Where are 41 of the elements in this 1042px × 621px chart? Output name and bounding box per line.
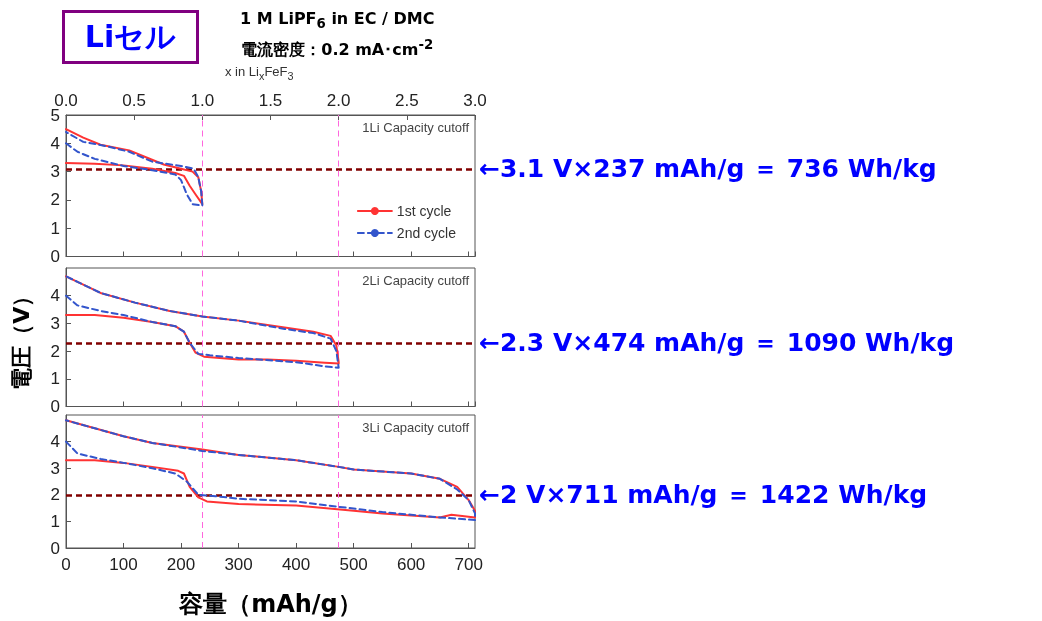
x-tick-label: 200 bbox=[166, 555, 196, 574]
y-tick-label: 0 bbox=[50, 538, 60, 558]
chart-subtitle: 1 M LiPF$_{6}$ in EC / DMC 電流密度：0.2 mA･cm$^{-2}$ bbox=[240, 8, 435, 61]
ref-line-label: ←2.3 V×474 mAh/g ＝ 1090 Wh/kg bbox=[479, 328, 955, 358]
x-tick-label: 700 bbox=[454, 555, 483, 574]
y-tick-label: 3 bbox=[50, 313, 60, 333]
y-tick-label: 0 bbox=[50, 247, 60, 266]
x2-axis-title: x in Li$_{x}$FeF$_{3}$ bbox=[225, 64, 294, 82]
x2-tick-label: 1.5 bbox=[258, 91, 283, 110]
annotation: 2Li Capacity cutoff bbox=[362, 273, 470, 288]
legend-label: 2nd cycle bbox=[396, 225, 457, 241]
x-tick-label: 400 bbox=[281, 555, 311, 574]
y-tick-label: 1 bbox=[50, 218, 60, 238]
y-tick-label: 4 bbox=[50, 286, 60, 306]
x-tick-label: 500 bbox=[339, 555, 368, 574]
y-tick-label: 4 bbox=[50, 133, 60, 153]
ref-line-label: ←3.1 V×237 mAh/g ＝ 736 Wh/kg bbox=[479, 154, 937, 184]
annotation: 1Li Capacity cutoff bbox=[362, 120, 470, 135]
y-tick-label: 3 bbox=[50, 162, 60, 182]
x2-tick-label: 0.5 bbox=[122, 91, 146, 110]
y-tick-label: 0 bbox=[50, 397, 60, 416]
legend-label: 1st cycle bbox=[396, 203, 452, 219]
y-tick-label: 1 bbox=[50, 511, 60, 531]
y-axis-title: 電圧（V） bbox=[8, 284, 34, 390]
y-tick-label: 2 bbox=[50, 485, 60, 505]
x2-tick-label: 2.0 bbox=[326, 91, 351, 110]
y-tick-label: 3 bbox=[50, 458, 60, 478]
y-tick-label: 1 bbox=[50, 369, 60, 389]
chart-title: Liセル bbox=[62, 10, 199, 64]
x2-tick-label: 1.0 bbox=[190, 91, 215, 110]
x2-tick-label: 2.5 bbox=[395, 91, 419, 110]
y-tick-label: 2 bbox=[50, 341, 60, 361]
y-tick-label: 4 bbox=[50, 432, 60, 452]
x-tick-label: 100 bbox=[109, 555, 138, 574]
x-tick-label: 600 bbox=[396, 555, 426, 574]
x-tick-label: 300 bbox=[224, 555, 253, 574]
annotation: 3Li Capacity cutoff bbox=[362, 420, 470, 435]
x2-tick-label: 3.0 bbox=[463, 91, 487, 110]
x-axis-title: 容量（mAh/g） bbox=[178, 590, 362, 618]
y-tick-label: 2 bbox=[50, 190, 60, 210]
ref-line-label: ←2 V×711 mAh/g ＝ 1422 Wh/kg bbox=[479, 480, 928, 510]
